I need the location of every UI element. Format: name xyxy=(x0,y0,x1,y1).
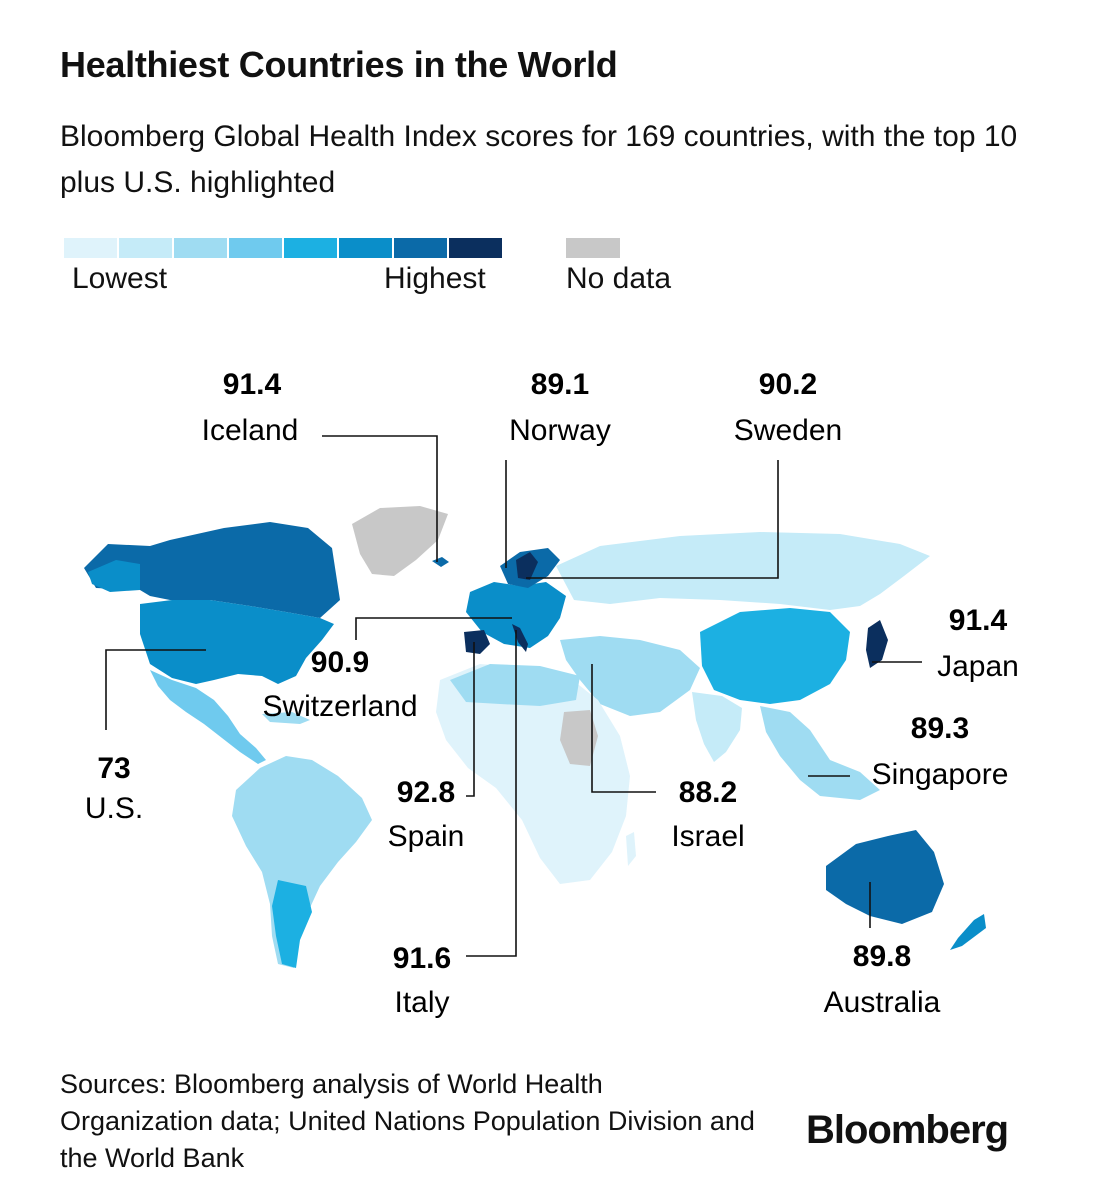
legend-swatch-1 xyxy=(64,238,117,258)
bloomberg-logo: Bloomberg xyxy=(806,1108,1009,1152)
us-score: 73 xyxy=(97,752,130,785)
switzerland-leader-line xyxy=(355,617,512,640)
australia-label: Australia xyxy=(824,986,941,1019)
legend-highest-label: Highest xyxy=(384,262,486,295)
source-note: Sources: Bloomberg analysis of World Hea… xyxy=(60,1069,755,1173)
legend-nodata-swatch xyxy=(566,238,620,258)
sweden-leader-line xyxy=(526,460,779,579)
us-leader-line xyxy=(105,649,206,730)
norway-label: Norway xyxy=(509,414,611,447)
argentina-region xyxy=(272,880,312,968)
israel-label: Israel xyxy=(671,820,744,853)
legend-swatch-7 xyxy=(394,238,447,258)
middle-east-region xyxy=(560,636,700,716)
singapore-score: 89.3 xyxy=(911,712,969,745)
madagascar-region xyxy=(626,832,636,866)
sweden-label: Sweden xyxy=(734,414,842,447)
legend-lowest-label: Lowest xyxy=(72,262,168,295)
spain-score: 92.8 xyxy=(397,776,455,809)
canada-region xyxy=(84,522,340,618)
sweden-region xyxy=(516,552,538,580)
switzerland-label: Switzerland xyxy=(262,690,417,723)
legend-swatch-8 xyxy=(449,238,502,258)
australia-score: 89.8 xyxy=(853,940,911,973)
legend-swatch-3 xyxy=(174,238,227,258)
southeast-asia-region xyxy=(760,706,880,800)
australia-region xyxy=(826,830,944,924)
chart-subtitle: Bloomberg Global Health Index scores for… xyxy=(60,120,1018,199)
japan-label: Japan xyxy=(937,650,1019,683)
italy-leader-line xyxy=(466,630,517,957)
spain-label: Spain xyxy=(388,820,465,853)
italy-score: 91.6 xyxy=(393,942,451,975)
north-africa-region xyxy=(450,664,580,706)
singapore-label: Singapore xyxy=(872,758,1009,791)
norway-score: 89.1 xyxy=(531,368,589,401)
alaska-region xyxy=(88,560,140,592)
russia-region xyxy=(556,532,930,610)
sweden-score: 90.2 xyxy=(759,368,817,401)
italy-label: Italy xyxy=(394,986,449,1019)
us-region xyxy=(140,600,334,684)
china-region xyxy=(700,608,850,704)
iceland-label: Iceland xyxy=(202,414,299,447)
sudan-region xyxy=(560,710,598,766)
chart-title: Healthiest Countries in the World xyxy=(60,44,618,85)
legend-swatch-6 xyxy=(339,238,392,258)
mexico-region xyxy=(150,670,266,764)
us-label: U.S. xyxy=(85,792,143,825)
iceland-score: 91.4 xyxy=(223,368,282,401)
switzerland-score: 90.9 xyxy=(311,646,369,679)
greenland-region xyxy=(352,506,448,576)
south-america-region xyxy=(232,756,372,968)
japan-region xyxy=(866,620,888,668)
legend-nodata-label: No data xyxy=(566,262,672,295)
israel-leader-line xyxy=(591,664,656,793)
spain-region xyxy=(464,630,490,654)
iceland-region xyxy=(432,557,449,567)
europe-region xyxy=(466,582,566,648)
legend-swatch-4 xyxy=(229,238,282,258)
iceland-leader-line xyxy=(322,435,438,562)
india-region xyxy=(692,692,742,762)
spain-leader-line xyxy=(466,642,475,797)
new-zealand-region xyxy=(950,914,986,950)
caribbean-region xyxy=(262,712,310,724)
color-scale-legend xyxy=(64,238,504,258)
israel-score: 88.2 xyxy=(679,776,737,809)
japan-score: 91.4 xyxy=(949,604,1008,637)
legend-swatch-2 xyxy=(119,238,172,258)
legend-swatch-5 xyxy=(284,238,337,258)
world-map: 91.4 Iceland 89.1 Norway 90.2 Sweden 91.… xyxy=(84,368,1019,1019)
